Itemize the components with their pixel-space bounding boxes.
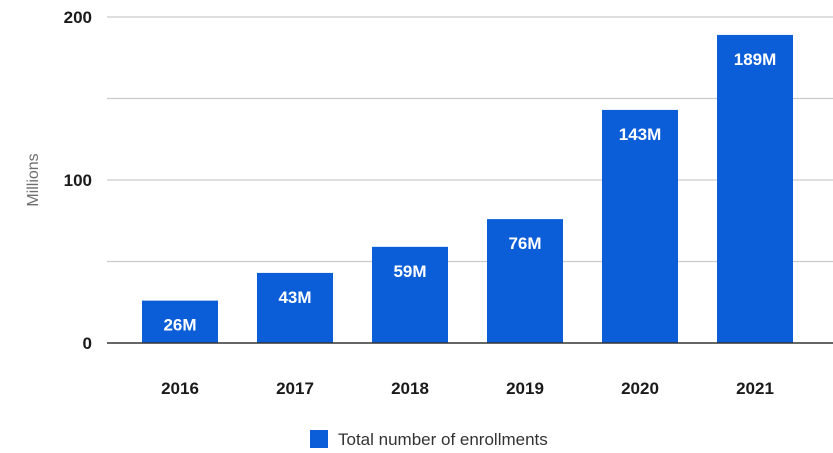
x-tick-label: 2018 — [391, 379, 429, 398]
bars-group: 26M 43M 59M 76M 143M 189M — [142, 34, 793, 344]
gridlines — [107, 16, 833, 263]
bar — [142, 300, 218, 343]
bar-data-label: 143M — [619, 125, 662, 144]
bar — [487, 219, 563, 343]
bar-data-label: 26M — [163, 316, 196, 335]
x-tick-label: 2020 — [621, 379, 659, 398]
x-axis-ticks: 2016 2017 2018 2019 2020 2021 — [161, 379, 774, 398]
x-tick-label: 2019 — [506, 379, 544, 398]
bar-data-label: 189M — [734, 50, 777, 69]
legend-label: Total number of enrollments — [338, 430, 548, 449]
bar-data-label: 59M — [393, 262, 426, 281]
y-axis-ticks: 0 100 200 — [64, 8, 92, 353]
bar-data-label: 76M — [508, 234, 541, 253]
legend-swatch — [310, 430, 328, 448]
y-tick-label: 200 — [64, 8, 92, 27]
x-tick-label: 2017 — [276, 379, 314, 398]
bar — [257, 272, 333, 343]
y-tick-label: 0 — [83, 334, 92, 353]
bar — [372, 246, 448, 343]
bar-data-label: 43M — [278, 288, 311, 307]
legend: Total number of enrollments — [310, 430, 548, 449]
y-tick-label: 100 — [64, 171, 92, 190]
y-axis-title: Millions — [25, 153, 42, 206]
x-tick-label: 2021 — [736, 379, 774, 398]
x-tick-label: 2016 — [161, 379, 199, 398]
bar — [602, 109, 678, 343]
bar — [717, 34, 793, 344]
